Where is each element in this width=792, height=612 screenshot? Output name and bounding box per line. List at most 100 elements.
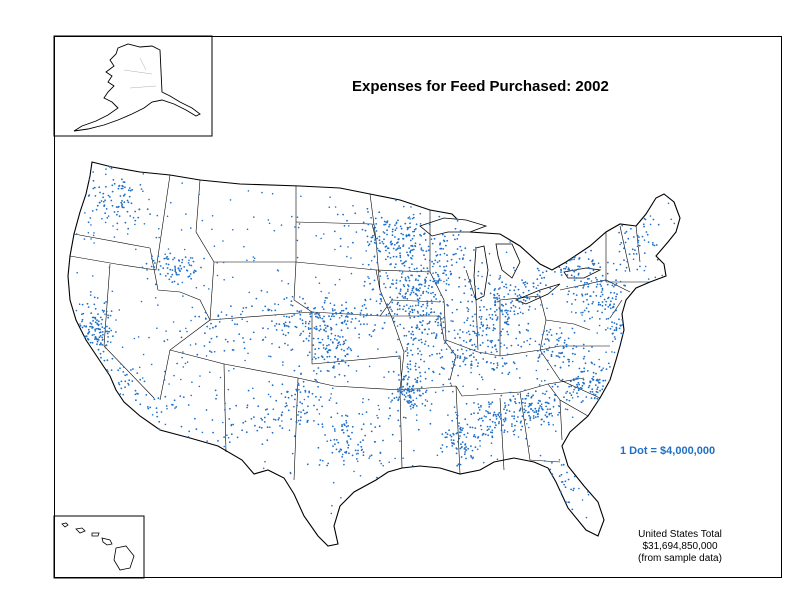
expense-dot [577,274,580,276]
expense-dot [106,370,109,373]
expense-dot [329,318,332,321]
expense-dot [400,232,403,235]
expense-dot [539,274,542,277]
expense-dot [370,260,373,262]
expense-dot [391,301,394,304]
expense-dot [413,392,415,394]
expense-dot [153,266,156,268]
expense-dot [320,237,322,240]
expense-dot [582,381,584,384]
expense-dot [424,399,427,401]
expense-dot [408,216,411,218]
expense-dot [370,423,372,425]
expense-dot [387,417,390,420]
expense-dot [206,440,208,442]
expense-dot [538,290,541,293]
expense-dot [386,233,388,236]
expense-dot [452,439,455,442]
expense-dot [342,309,345,312]
expense-dot [401,295,404,297]
expense-dot [310,312,313,314]
expense-dot [514,398,517,400]
expense-dot [518,330,521,333]
expense-dot [198,193,200,196]
expense-dot [395,255,398,258]
expense-dot [392,255,395,258]
expense-dot [179,330,182,333]
expense-dot [331,313,334,316]
expense-dot [319,459,322,461]
expense-dot [565,501,567,503]
expense-dot [358,412,361,415]
expense-dot [643,239,646,241]
expense-dot [552,405,555,408]
expense-dot [402,297,405,299]
expense-dot [438,279,440,282]
expense-dot [183,248,186,251]
expense-dot [382,464,385,467]
expense-dot [532,415,535,417]
expense-dot [411,287,414,290]
expense-dot [573,331,576,334]
expense-dot [305,412,308,414]
expense-dot [399,323,402,326]
expense-dot [507,404,510,406]
expense-dot [494,345,496,347]
expense-dot [505,286,508,289]
expense-dot [618,327,621,330]
expense-dot [383,321,386,324]
expense-dot [463,356,466,359]
expense-dot [517,416,519,418]
expense-dot [244,420,247,423]
expense-dot [149,406,152,409]
expense-dot [246,404,249,407]
expense-dot [223,445,225,448]
expense-dot [589,381,592,384]
expense-dot [75,309,78,312]
expense-dot [138,208,141,211]
expense-dot [329,349,332,352]
expense-dot [498,278,501,280]
expense-dot [592,375,595,378]
expense-dot [576,383,578,386]
expense-dot [586,278,589,280]
expense-dot [340,359,343,362]
expense-dot [624,270,627,272]
expense-dot [123,181,126,184]
expense-dot [434,320,437,323]
expense-dot [93,232,95,234]
expense-dot [516,295,519,297]
expense-dot [354,449,357,452]
expense-dot [387,371,390,373]
expense-dot [422,292,424,295]
expense-dot [430,311,433,313]
expense-dot [571,416,574,419]
expense-dot [489,317,492,319]
expense-dot [222,421,224,424]
expense-dot [103,359,106,362]
expense-dot [111,190,114,193]
expense-dot [444,340,447,342]
expense-dot [448,378,450,381]
expense-dot [546,333,549,336]
expense-dot [124,186,126,189]
expense-dot [380,300,383,302]
expense-dot [498,300,501,302]
expense-dot [481,378,484,381]
lake-huron [495,243,521,279]
expense-dot [175,273,178,276]
expense-dot [368,333,371,336]
expense-dot [445,265,448,267]
expense-dot [321,338,324,341]
expense-dot [166,255,169,258]
expense-dot [333,365,335,368]
expense-dot [466,423,469,426]
expense-dot [413,230,416,233]
expense-dot [527,309,530,311]
expense-dot [456,355,459,357]
expense-dot [383,283,385,285]
expense-dot [504,412,507,415]
expense-dot [386,303,389,305]
expense-dot [281,280,283,282]
expense-dot [293,369,296,372]
